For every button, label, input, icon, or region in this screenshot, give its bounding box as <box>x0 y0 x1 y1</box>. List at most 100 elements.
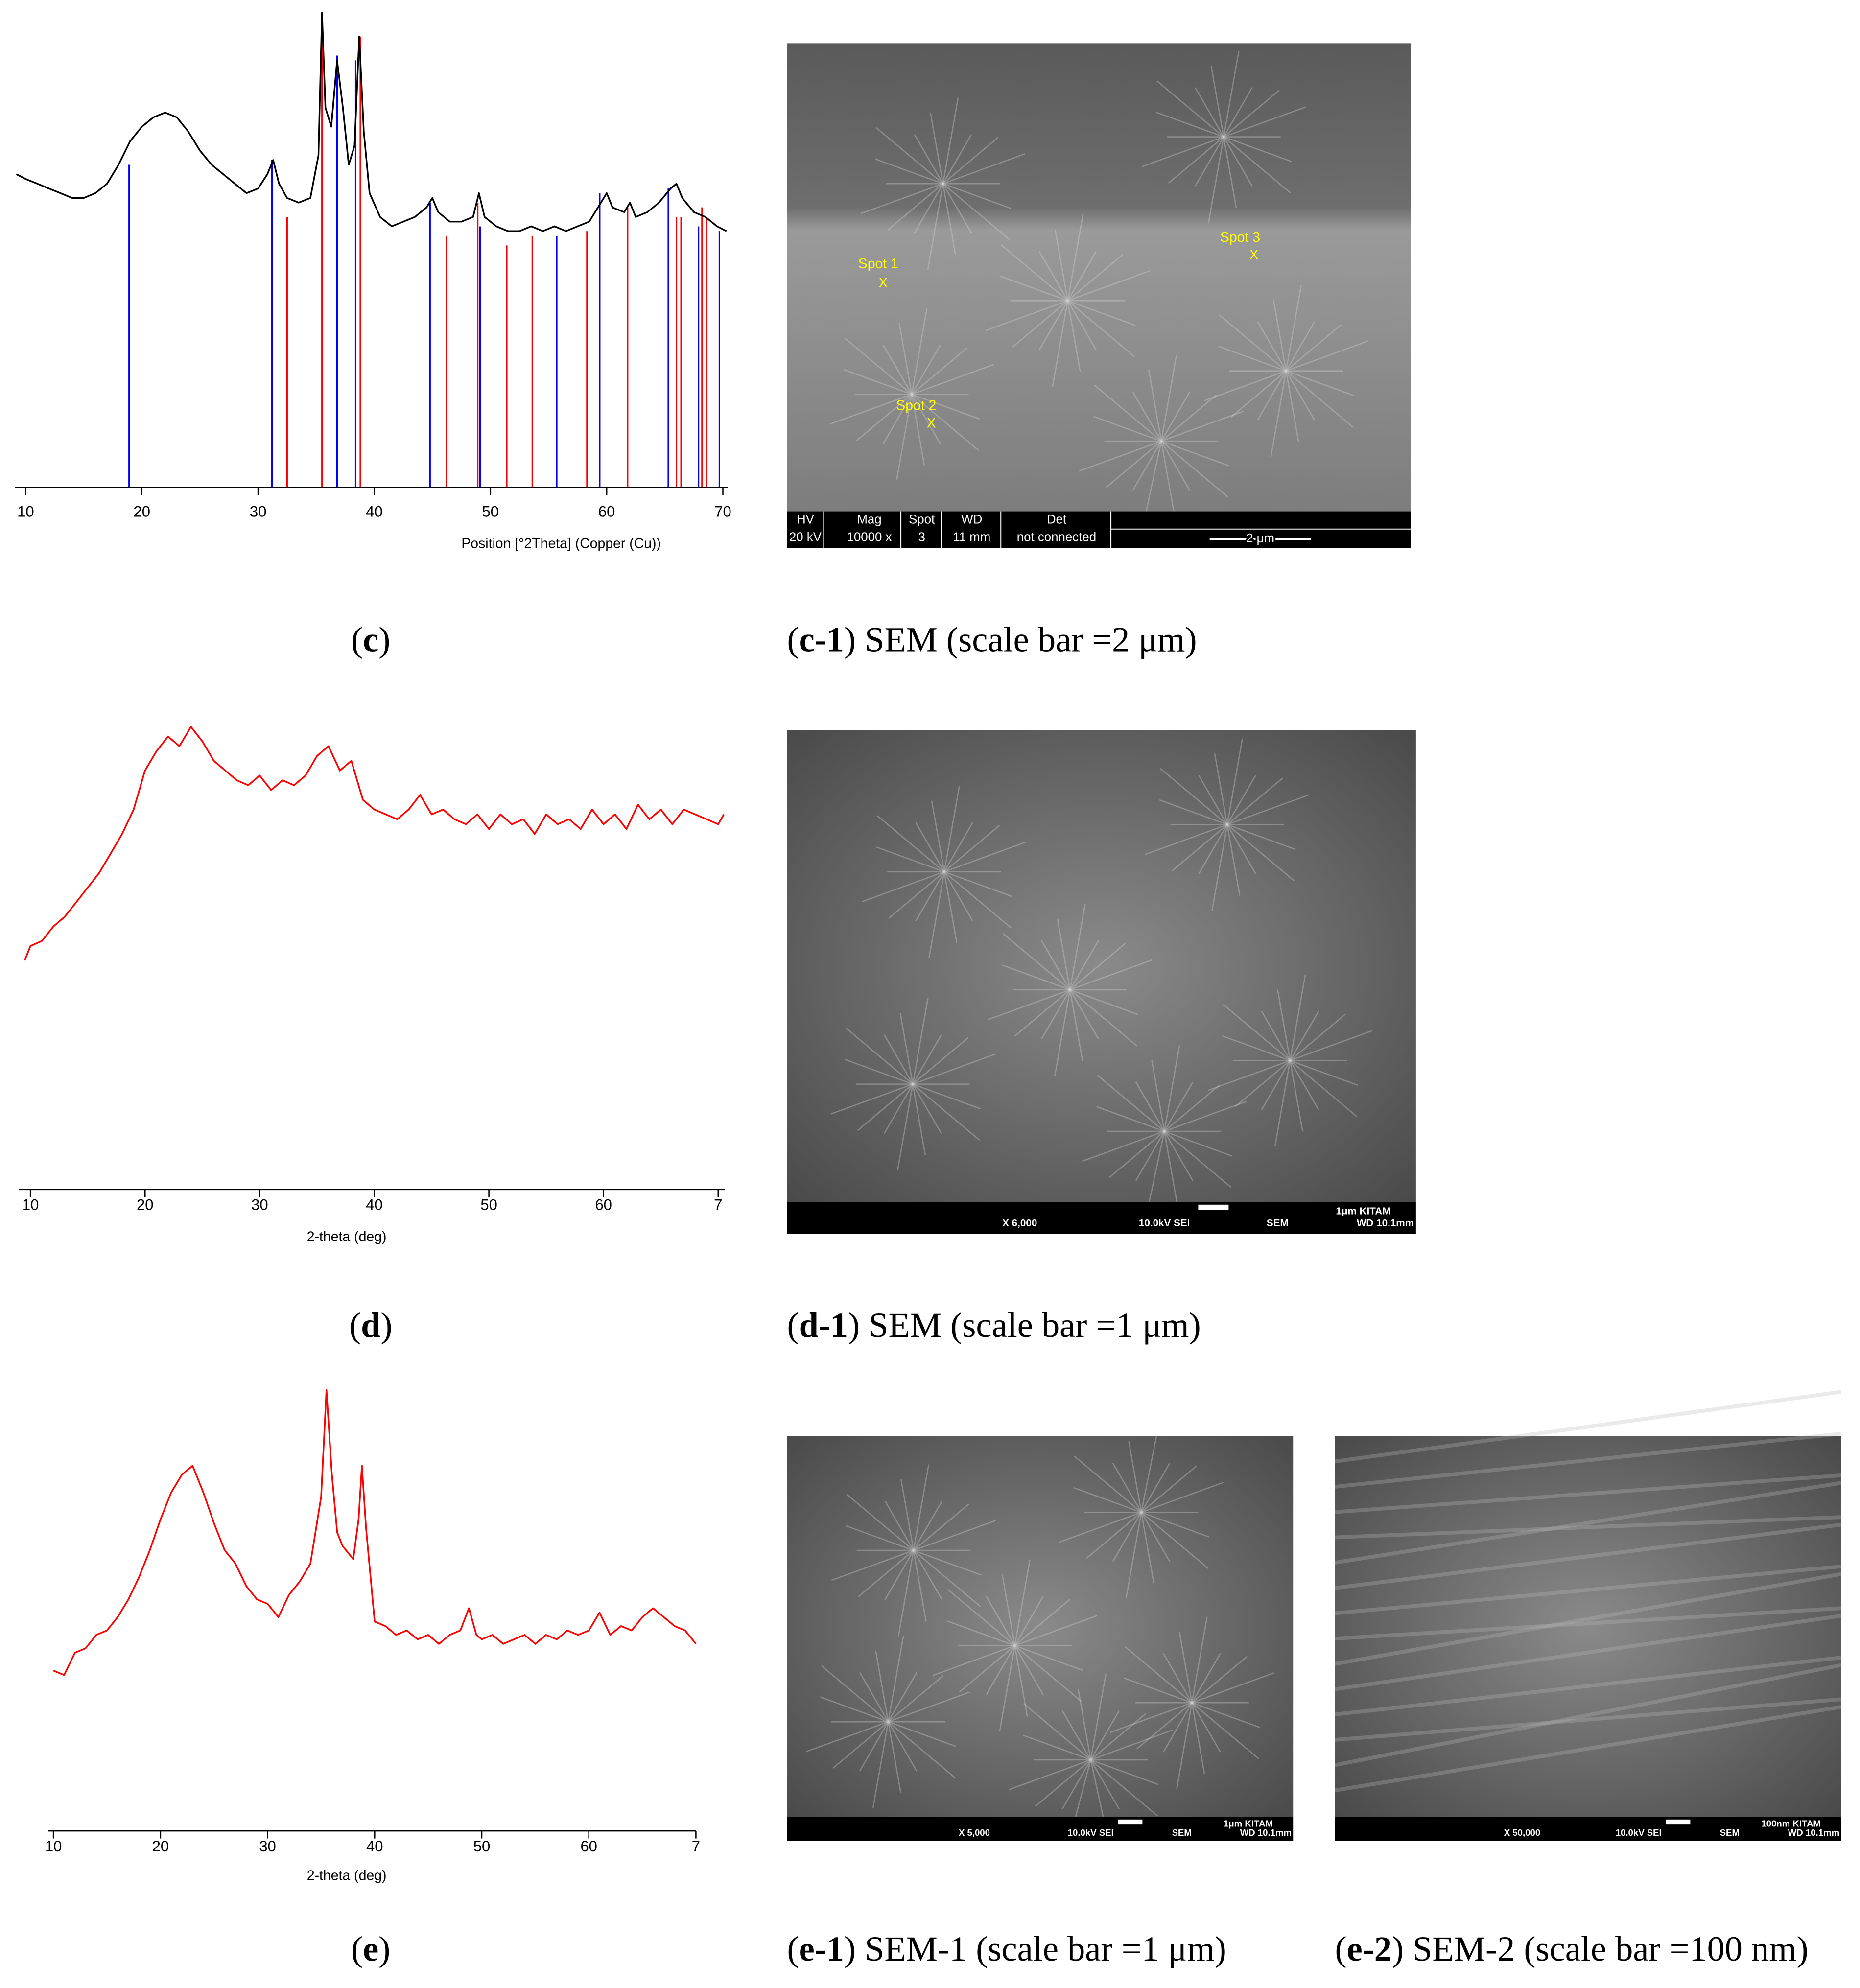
sem-fiber <box>1014 1645 1083 1671</box>
sem-fiber <box>1223 1004 1291 1061</box>
sem-fiber <box>900 1479 915 1551</box>
sem-fiber <box>1160 391 1191 442</box>
sem-fiber <box>888 1721 918 1772</box>
sem-fiber <box>1223 136 1253 187</box>
sem-fiber <box>912 1083 980 1141</box>
sem-fiber <box>1106 441 1162 488</box>
x-tick-label: 30 <box>259 1838 276 1855</box>
sem-fiber <box>888 1721 956 1778</box>
sem-fiber <box>1141 1512 1209 1569</box>
sem-fiber <box>1073 1487 1142 1513</box>
sem-fiber <box>1035 1759 1091 1807</box>
sem-fiber <box>1041 940 1071 990</box>
info-text: WD 10.1mm <box>1357 1217 1414 1229</box>
sem-fiber <box>1226 775 1256 825</box>
sem-fiber <box>1191 1653 1221 1703</box>
caption-part: d <box>361 1306 380 1345</box>
sem-fiber <box>844 337 913 395</box>
caption-part: ( <box>351 620 363 659</box>
sem-fiber <box>1289 1060 1319 1110</box>
sem-texture <box>830 738 1373 1202</box>
sem-fiber <box>846 1525 914 1551</box>
sem-fiber <box>1156 80 1224 138</box>
sem-image <box>787 43 1411 512</box>
sem-fiber <box>1128 1441 1142 1513</box>
sem-fiber <box>943 871 973 922</box>
sem-fiber <box>1163 1045 1180 1132</box>
caption: (e) <box>351 1929 390 1968</box>
sem-fiber <box>943 786 960 872</box>
sem-fiber <box>1014 1596 1044 1646</box>
sem-fiber <box>860 183 943 214</box>
sem-fiber <box>896 394 913 481</box>
sem-fiber <box>875 127 943 185</box>
sem-fiber <box>1191 1656 1248 1704</box>
sem-fiber <box>1289 974 1306 1061</box>
sem-fiber <box>1135 1131 1165 1181</box>
sem-fiber <box>942 97 959 184</box>
sem-fiber <box>884 1500 915 1551</box>
sem-fiber <box>858 1550 914 1597</box>
sem-fiber <box>931 800 945 872</box>
caption: (e-1) SEM-1 (scale bar =1 μm) <box>787 1929 1226 1968</box>
sem-fiber <box>1124 1677 1192 1704</box>
caption-part: e-2 <box>1347 1929 1392 1968</box>
sem-fiber <box>913 1500 943 1551</box>
caption-part: e-1 <box>799 1929 844 1968</box>
sem-fiber <box>942 183 956 255</box>
sem-fiber <box>942 183 1011 209</box>
info-text: X 6,000 <box>1002 1217 1037 1229</box>
sem-fiber <box>832 1721 889 1769</box>
sem-fiber <box>1164 1100 1247 1132</box>
sem-fiber <box>930 112 944 184</box>
sem-fiber <box>884 1083 914 1134</box>
xrd-curve <box>16 12 727 232</box>
sem-fiber <box>1163 1702 1193 1753</box>
sem-fiber <box>888 1691 971 1723</box>
sem-fiber <box>1136 1702 1193 1750</box>
sem-fiber <box>932 1645 1015 1676</box>
sem-fiber <box>1160 768 1228 825</box>
sem-fiber <box>1226 738 1243 825</box>
sem-fiber <box>1290 1013 1346 1061</box>
sem-fiber <box>887 1636 904 1722</box>
x-tick-label: 60 <box>598 503 615 520</box>
sem-fiber <box>913 1503 969 1551</box>
info-bar <box>787 1202 1416 1234</box>
sem-fiber <box>1161 410 1244 442</box>
sem-fiber <box>1014 1645 1083 1703</box>
x-tick-label: 40 <box>366 1196 382 1214</box>
sem-streak <box>1335 1697 1841 1742</box>
x-tick-label: 20 <box>137 1196 153 1214</box>
sem-fiber <box>1223 136 1292 163</box>
info-text: SEM <box>1172 1827 1192 1838</box>
x-tick-label: 40 <box>366 1838 383 1855</box>
sem-streak <box>1335 1606 1841 1641</box>
sem-fiber <box>1014 1615 1097 1646</box>
sem-fiber <box>943 825 1000 872</box>
sem-fiber <box>1090 1759 1104 1817</box>
sem-fiber <box>999 1645 1015 1732</box>
info-key: Det <box>1047 513 1066 526</box>
sem-fiber <box>1079 440 1162 472</box>
sem-fiber <box>1082 1130 1165 1162</box>
sem-fiber <box>1176 1703 1193 1789</box>
sem-fiber <box>1257 371 1287 421</box>
sem-fiber <box>1112 1462 1142 1513</box>
x-tick-label: 10 <box>45 1838 62 1855</box>
sem-fiber <box>1223 50 1240 137</box>
sem-fiber <box>1069 904 1086 990</box>
sem-fiber <box>1096 1106 1165 1132</box>
sem-fiber <box>1077 1688 1091 1760</box>
info-key: WD <box>961 513 982 526</box>
info-value: 10000 x <box>847 531 892 544</box>
sem-fiber <box>1226 777 1283 825</box>
sem-fiber <box>911 364 994 395</box>
sem-fiber <box>911 347 967 395</box>
sem-fiber <box>875 1650 889 1722</box>
sem-fiber <box>1141 1512 1209 1538</box>
sem-streak <box>1335 1656 1841 1717</box>
x-axis-label: 2-theta (deg) <box>307 1868 387 1884</box>
sem-fiber <box>1161 441 1229 498</box>
sem-fiber <box>946 1620 1015 1646</box>
